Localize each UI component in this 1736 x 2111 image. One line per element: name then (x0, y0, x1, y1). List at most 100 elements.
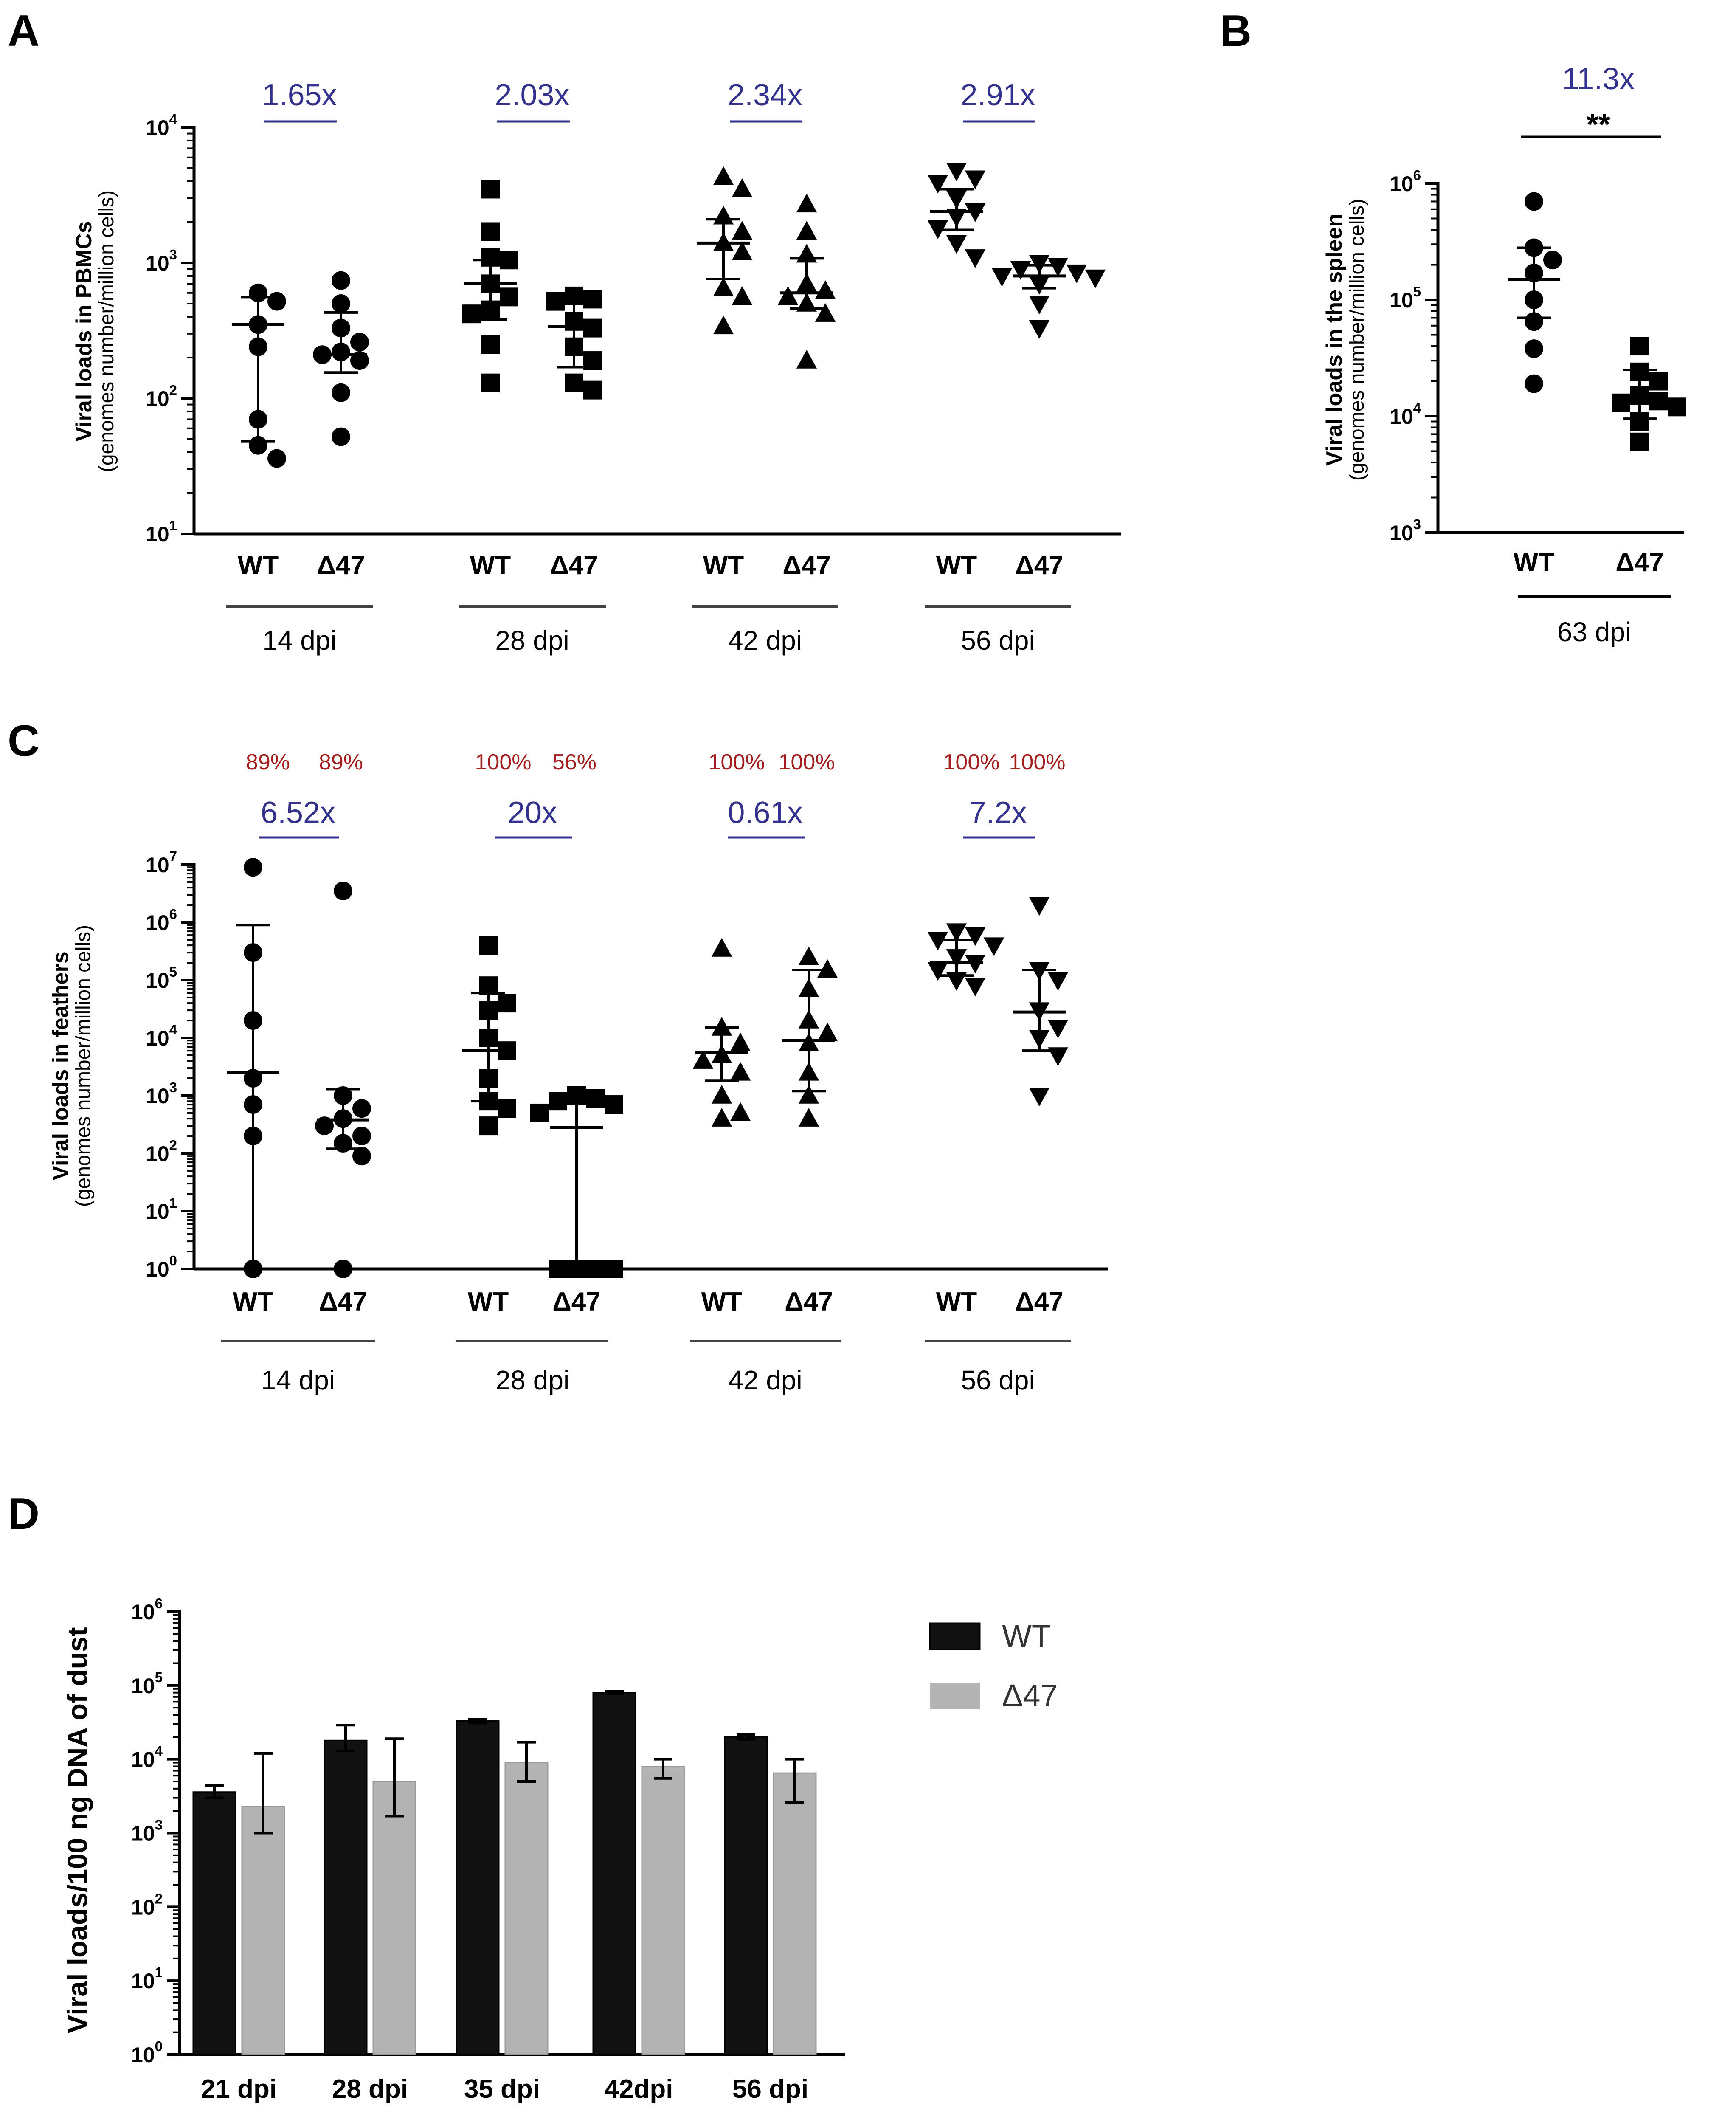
c-d47-point (1047, 972, 1069, 991)
a-y-label: Viral loads in PBMCs (72, 221, 96, 441)
a-fold-change: 2.91x (960, 78, 1035, 112)
c-y-tick-label: 105 (146, 964, 177, 992)
b-group-label-d47: Δ47 (1615, 548, 1664, 577)
panel-label-a: A (8, 6, 39, 56)
a-d47-point (583, 380, 602, 400)
c-d47-point (1047, 1020, 1069, 1039)
d-bar-wt (592, 1692, 636, 2055)
d-y-tick-label: 106 (131, 1595, 163, 1624)
c-wt-point (946, 972, 967, 991)
b-d47-point (1649, 372, 1668, 391)
c-group-label-wt: WT (233, 1287, 274, 1316)
c-wt-point (711, 938, 732, 957)
a-d47-point (583, 318, 602, 338)
a-wt-point (713, 277, 734, 296)
b-y-tick-label: 106 (1390, 167, 1421, 196)
a-d47-point (1066, 264, 1087, 283)
c-percent-positive-d47: 100% (1009, 750, 1066, 775)
c-y-tick-label: 107 (146, 848, 177, 877)
c-d47-point (798, 1085, 819, 1104)
c-wt-point (730, 1032, 751, 1051)
a-y-label-group: Viral loads in PBMCs(genomes number/mill… (72, 190, 118, 472)
d-y-tick-label: 102 (131, 1891, 163, 1919)
c-fold-change: 7.2x (969, 796, 1027, 830)
b-wt-point (1525, 339, 1543, 358)
c-d47-point (798, 946, 819, 965)
a-d47-point (991, 268, 1013, 287)
c-d47-point (605, 1095, 623, 1114)
c-group-label-d47: Δ47 (1015, 1287, 1064, 1316)
b-d47-point (1630, 432, 1649, 451)
a-group-label-wt: WT (703, 551, 744, 580)
a-wt-point (732, 178, 753, 197)
d-bar-wt (192, 1791, 236, 2055)
a-d47-point (350, 333, 369, 352)
d-bar-d47 (504, 1762, 549, 2055)
a-wt-point (267, 449, 286, 468)
d-y-label-group: Viral loads/100 ng DNA of dust (62, 1627, 93, 2033)
c-y-label-group: Viral loads in feathers(genomes number/m… (48, 925, 95, 1207)
c-dpi-label: 42 dpi (728, 1365, 802, 1395)
a-d47-point (332, 294, 350, 313)
c-percent-positive-d47: 100% (779, 750, 835, 775)
d-y-tick-label: 105 (131, 1669, 163, 1698)
d-bar-wt (324, 1739, 368, 2055)
d-legend-label-d47: Δ47 (1002, 1678, 1058, 1713)
a-fold-change: 1.65x (262, 78, 337, 112)
a-wt-point (946, 235, 967, 254)
c-percent-positive-wt: 100% (709, 750, 765, 775)
c-percent-positive-d47: 56% (552, 750, 596, 775)
a-d47-point (1029, 320, 1050, 339)
b-d47-point (1612, 393, 1630, 412)
a-y-tick-label: 103 (146, 247, 177, 275)
c-wt-point (711, 1085, 732, 1104)
c-percent-positive-wt: 100% (943, 750, 1000, 775)
a-y-tick-label: 104 (146, 111, 177, 140)
a-wt-point (713, 166, 734, 185)
b-wt-point (1543, 251, 1562, 270)
a-d47-point (815, 303, 836, 322)
a-wt-point (481, 373, 500, 392)
a-d47-point (583, 290, 602, 309)
c-dpi-label: 14 dpi (261, 1365, 335, 1395)
c-wt-point (479, 1116, 498, 1136)
d-bar-d47 (372, 1781, 416, 2055)
d-bar-wt (456, 1720, 500, 2055)
a-dpi-label: 14 dpi (262, 625, 336, 656)
d-bar-wt (724, 1736, 768, 2055)
a-dpi-label: 56 dpi (961, 625, 1035, 656)
b-y-label-group: Viral loads in the spleen(genomes number… (1322, 199, 1368, 481)
c-wt-point (498, 994, 516, 1013)
a-d47-point (1047, 258, 1069, 277)
b-group-label-wt: WT (1514, 548, 1555, 577)
b-y-label-units: (genomes number/million cells) (1346, 199, 1368, 481)
c-d47-point (1047, 1047, 1069, 1066)
c-d47-point (1029, 1088, 1050, 1107)
c-percent-positive-wt: 89% (246, 750, 290, 775)
a-dpi-label: 42 dpi (728, 625, 802, 656)
a-wt-point (267, 292, 286, 311)
c-d47-point (334, 882, 352, 901)
b-y-tick-label: 103 (1390, 516, 1421, 545)
b-d47-point (1668, 397, 1686, 417)
panel-label-b: B (1220, 6, 1252, 56)
c-d47-point (334, 1260, 352, 1278)
c-wt-point (692, 1050, 714, 1069)
c-wt-point (730, 1102, 751, 1121)
c-group-label-d47: Δ47 (319, 1287, 367, 1316)
d-category-label: 35 dpi (464, 2074, 540, 2104)
d-legend-swatch-d47 (930, 1683, 980, 1709)
d-bar-d47 (641, 1766, 685, 2055)
a-dpi-label: 28 dpi (495, 625, 569, 656)
c-d47-point (817, 959, 838, 978)
a-d47-point (796, 221, 817, 240)
d-category-label: 21 dpi (201, 2074, 277, 2104)
c-percent-positive-wt: 100% (475, 750, 532, 775)
c-group-label-wt: WT (468, 1287, 509, 1316)
d-legend-swatch-wt (929, 1622, 981, 1650)
a-d47-point (796, 349, 817, 369)
a-fold-change: 2.34x (728, 78, 802, 112)
a-wt-point (481, 335, 500, 354)
c-wt-point (927, 962, 948, 981)
c-d47-point (605, 1260, 623, 1278)
